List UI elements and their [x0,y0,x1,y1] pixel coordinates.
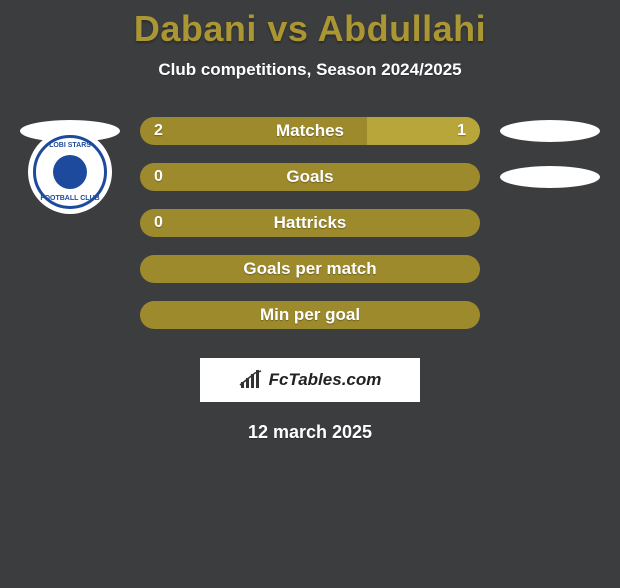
comparison-title: Dabani vs Abdullahi [0,8,620,50]
brand-text: FcTables.com [269,370,382,390]
player2-marker [500,120,600,142]
stat-bar: 21Matches [140,117,480,145]
vs-label: vs [267,8,308,49]
stat-value-p1: 2 [154,117,163,145]
subtitle: Club competitions, Season 2024/2025 [0,60,620,80]
player1-name: Dabani [134,8,257,49]
bar-seg-p1 [140,163,480,191]
stat-bar: 0Goals [140,163,480,191]
stats-rows: 21MatchesLOBI STARSFOOTBALL CLUB0Goals0H… [0,108,620,338]
player2-club-marker [500,166,600,188]
club-badge-icon: LOBI STARSFOOTBALL CLUB [28,130,112,214]
stat-value-p1: 0 [154,163,163,191]
right-side [500,120,600,142]
stat-row: Min per goal [0,292,620,338]
left-side: LOBI STARSFOOTBALL CLUB [20,140,120,214]
stat-bar: Goals per match [140,255,480,283]
stat-row: Goals per match [0,246,620,292]
chart-bars-icon [239,370,265,390]
stat-value-p2: 1 [457,117,466,145]
brand-box[interactable]: FcTables.com [200,358,420,402]
bar-seg-p1 [140,255,480,283]
stat-value-p1: 0 [154,209,163,237]
infographic-date: 12 march 2025 [0,422,620,443]
stat-row: LOBI STARSFOOTBALL CLUB0Goals [0,154,620,200]
bar-seg-p1 [140,301,480,329]
stat-bar: Min per goal [140,301,480,329]
player2-name: Abdullahi [318,8,487,49]
bar-seg-p1 [140,117,367,145]
stat-bar: 0Hattricks [140,209,480,237]
bar-seg-p1 [140,209,480,237]
right-side [500,166,600,188]
